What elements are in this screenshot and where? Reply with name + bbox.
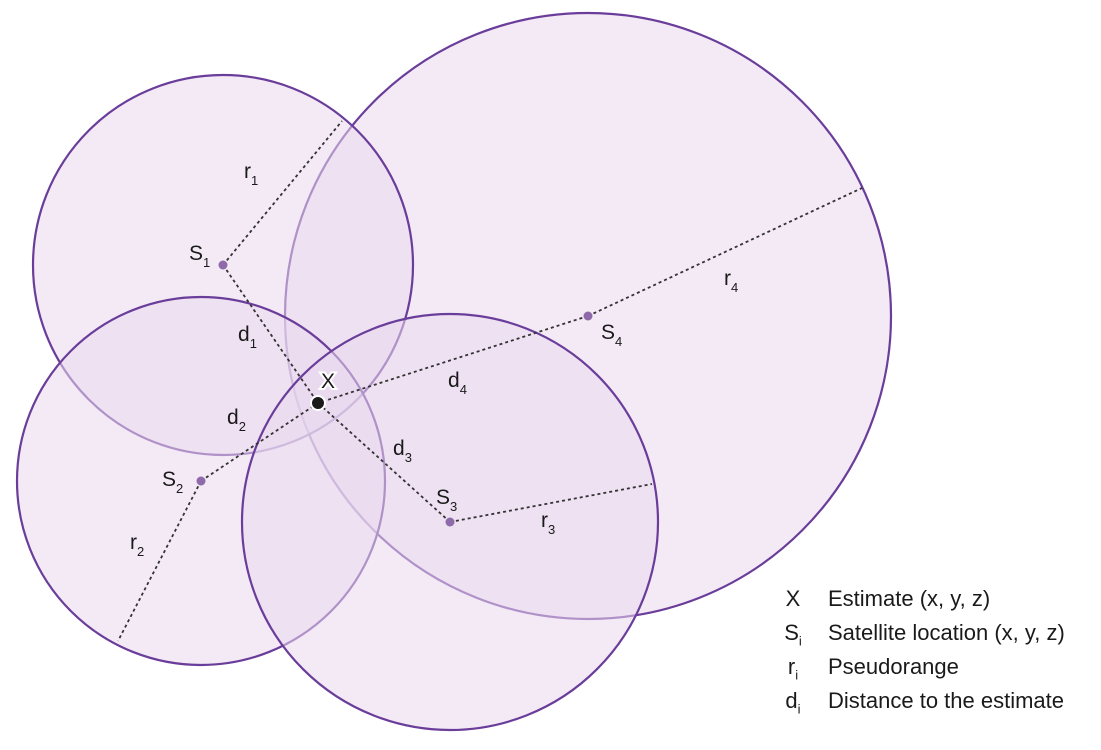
distance-line-d1	[222, 264, 319, 404]
pseudorange-line-r1	[222, 120, 343, 266]
satellite-label-s4: S4	[601, 321, 622, 349]
range-label-r3: r3	[541, 509, 555, 537]
legend-symbol: X	[785, 586, 801, 611]
legend-symbol: ri	[787, 654, 799, 683]
pseudorange-line-r2	[117, 480, 202, 642]
legend-row-estimate: X Estimate (x, y, z)	[770, 586, 1100, 620]
legend-row-pseudorange: ri Pseudorange	[770, 654, 1100, 688]
distance-label-d2: d2	[227, 406, 246, 434]
legend: X Estimate (x, y, z) Si Satellite locati…	[770, 586, 1100, 722]
range-label-r4: r4	[724, 267, 738, 295]
pseudorange-line-r4	[587, 187, 863, 317]
distance-label-d3: d3	[393, 437, 412, 465]
legend-row-distance: di Distance to the estimate	[770, 688, 1100, 722]
range-lines	[117, 120, 863, 642]
satellite-dots	[196, 260, 593, 527]
satellite-label-s2: S2	[162, 468, 183, 496]
distance-line-d4	[317, 315, 589, 404]
legend-symbol: di	[785, 688, 801, 717]
legend-text: Satellite location (x, y, z)	[828, 620, 1065, 645]
estimate-point: X	[310, 368, 337, 411]
satellite-label-s1: S1	[189, 242, 210, 270]
estimate-label: X	[321, 370, 335, 393]
legend-symbol: Si	[784, 620, 802, 649]
legend-text: Estimate (x, y, z)	[828, 586, 991, 611]
satellite-dot-s1	[218, 260, 228, 270]
distance-label-d4: d4	[448, 369, 467, 397]
distance-label-d1: d1	[238, 323, 257, 351]
pseudorange-line-r3	[449, 483, 653, 523]
range-label-r1: r1	[244, 160, 258, 188]
satellite-dot-s4	[583, 311, 593, 321]
legend-text: Distance to the estimate	[828, 688, 1065, 713]
range-label-r2: r2	[130, 531, 144, 559]
satellite-label-s3: S3	[436, 486, 457, 514]
estimate-dot	[310, 395, 326, 411]
diagram-labels: S1 S2 S3 S4 r1 r2 r3 r4 d1 d2	[130, 160, 738, 559]
satellite-dot-s3	[445, 517, 455, 527]
legend-text: Pseudorange	[828, 654, 959, 679]
legend-row-satellite: Si Satellite location (x, y, z)	[770, 620, 1100, 654]
satellite-dot-s2	[196, 476, 206, 486]
